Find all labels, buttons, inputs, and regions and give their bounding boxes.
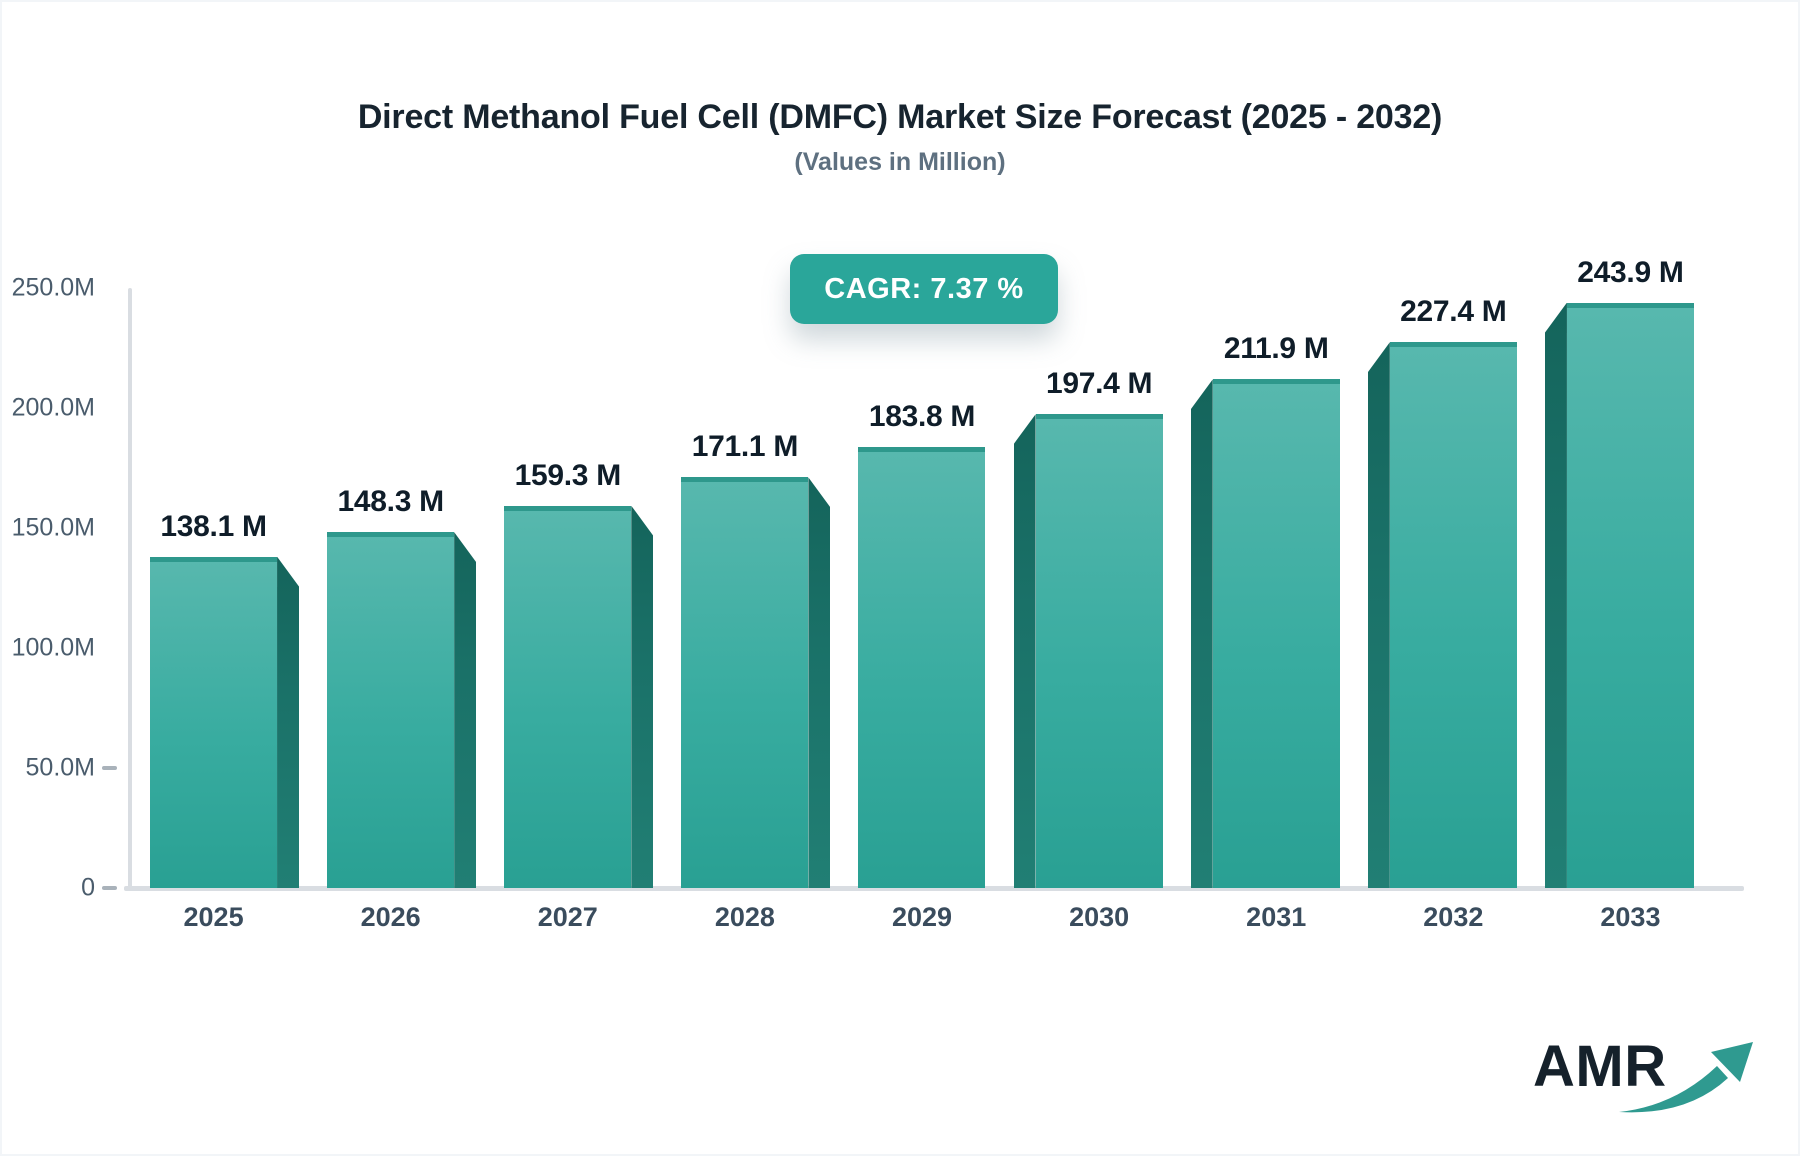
bar-slot: 148.3 M bbox=[302, 288, 479, 888]
bar-2027[interactable]: 159.3 M bbox=[504, 459, 654, 888]
chart-subtitle: (Values in Million) bbox=[794, 148, 1006, 176]
x-axis-label: 2032 bbox=[1423, 902, 1484, 932]
bar-side-face bbox=[1367, 342, 1390, 888]
amr-logo: AMR bbox=[1533, 1038, 1783, 1133]
bar-2029[interactable]: 183.8 M bbox=[858, 400, 986, 888]
bar-2025[interactable]: 138.1 M bbox=[150, 510, 300, 888]
bar-value-label: 227.4 M bbox=[1400, 295, 1507, 329]
bar-2032[interactable]: 227.4 M bbox=[1367, 295, 1517, 888]
x-axis-label: 2027 bbox=[537, 902, 598, 932]
bar-slot: 183.8 M bbox=[833, 288, 1010, 888]
bar-side-face bbox=[277, 556, 300, 888]
cagr-badge: CAGR: 7.37 % bbox=[790, 254, 1058, 324]
bar-side-face bbox=[454, 532, 477, 888]
bar-2033[interactable]: 243.9 M bbox=[1544, 256, 1694, 888]
bar-side-face bbox=[808, 477, 831, 888]
bar-value-label: 159.3 M bbox=[514, 458, 622, 492]
y-axis-layer: 250.0M 200.0M 150.0M 100.0M 50.0M 0 bbox=[0, 274, 130, 902]
x-labels-row: 2025 2026 2027 2028 2029 2030 2031 2032 2033 bbox=[125, 902, 1719, 933]
y-axis-label: 0 bbox=[81, 873, 95, 902]
x-axis-label: 2033 bbox=[1600, 902, 1661, 932]
y-axis-label: 200.0M bbox=[11, 393, 95, 422]
bar-value-label: 211.9 M bbox=[1223, 332, 1329, 366]
y-axis-label: 50.0M bbox=[25, 753, 95, 782]
bar-value-label: 197.4 M bbox=[1045, 367, 1153, 401]
bar-side-face bbox=[1544, 302, 1567, 888]
y-axis-label: 150.0M bbox=[11, 513, 95, 542]
bar-side-face bbox=[1190, 379, 1213, 888]
y-axis-label: 250.0M bbox=[11, 273, 95, 302]
y-axis-line bbox=[128, 288, 132, 890]
x-axis-label: 2025 bbox=[183, 902, 244, 932]
bar-slot: 138.1 M bbox=[125, 288, 302, 888]
x-axis-label: 2031 bbox=[1246, 902, 1307, 932]
bar-value-label: 243.9 M bbox=[1577, 255, 1684, 289]
x-axis-line bbox=[124, 886, 1744, 891]
bar-slot: 243.9 M bbox=[1542, 256, 1719, 888]
page-title: Direct Methanol Fuel Cell (DMFC) Market … bbox=[357, 98, 1443, 136]
bar-2026[interactable]: 148.3 M bbox=[327, 485, 477, 888]
bar-2028[interactable]: 171.1 M bbox=[681, 430, 831, 888]
y-axis-tick bbox=[102, 886, 117, 890]
bar-slot: 227.4 M bbox=[1365, 288, 1542, 888]
bars-row: 138.1 M 148.3 M 159.3 M 171.1 M 183.8 M 197.4… bbox=[125, 256, 1719, 888]
bar-slot: 197.4 M bbox=[1011, 288, 1188, 888]
bar-value-label: 183.8 M bbox=[868, 399, 976, 433]
x-axis-label: 2030 bbox=[1069, 902, 1130, 932]
amr-logo-arrow-icon bbox=[1619, 1042, 1753, 1113]
y-axis-tick bbox=[102, 766, 117, 770]
bar-slot: 159.3 M bbox=[479, 288, 656, 888]
x-axis-label: 2026 bbox=[360, 902, 421, 932]
bar-slot: 171.1 M bbox=[656, 288, 833, 888]
amr-logo-text: AMR bbox=[1533, 1034, 1667, 1099]
bar-value-label: 138.1 M bbox=[160, 509, 267, 543]
bar-value-label: 171.1 M bbox=[691, 430, 799, 464]
bar-2030[interactable]: 197.4 M bbox=[1013, 367, 1163, 888]
bar-side-face bbox=[631, 505, 654, 888]
y-axis-label: 100.0M bbox=[11, 633, 95, 662]
chart-area: 138.1 M 148.3 M 159.3 M 171.1 M 183.8 M 197.4… bbox=[124, 256, 1744, 932]
bar-slot: 211.9 M bbox=[1188, 288, 1365, 888]
x-axis-label: 2028 bbox=[714, 902, 775, 932]
bar-2031[interactable]: 211.9 M bbox=[1190, 332, 1340, 888]
bar-value-label: 148.3 M bbox=[337, 485, 445, 519]
bar-side-face bbox=[1013, 414, 1036, 888]
x-axis-label: 2029 bbox=[891, 902, 953, 932]
